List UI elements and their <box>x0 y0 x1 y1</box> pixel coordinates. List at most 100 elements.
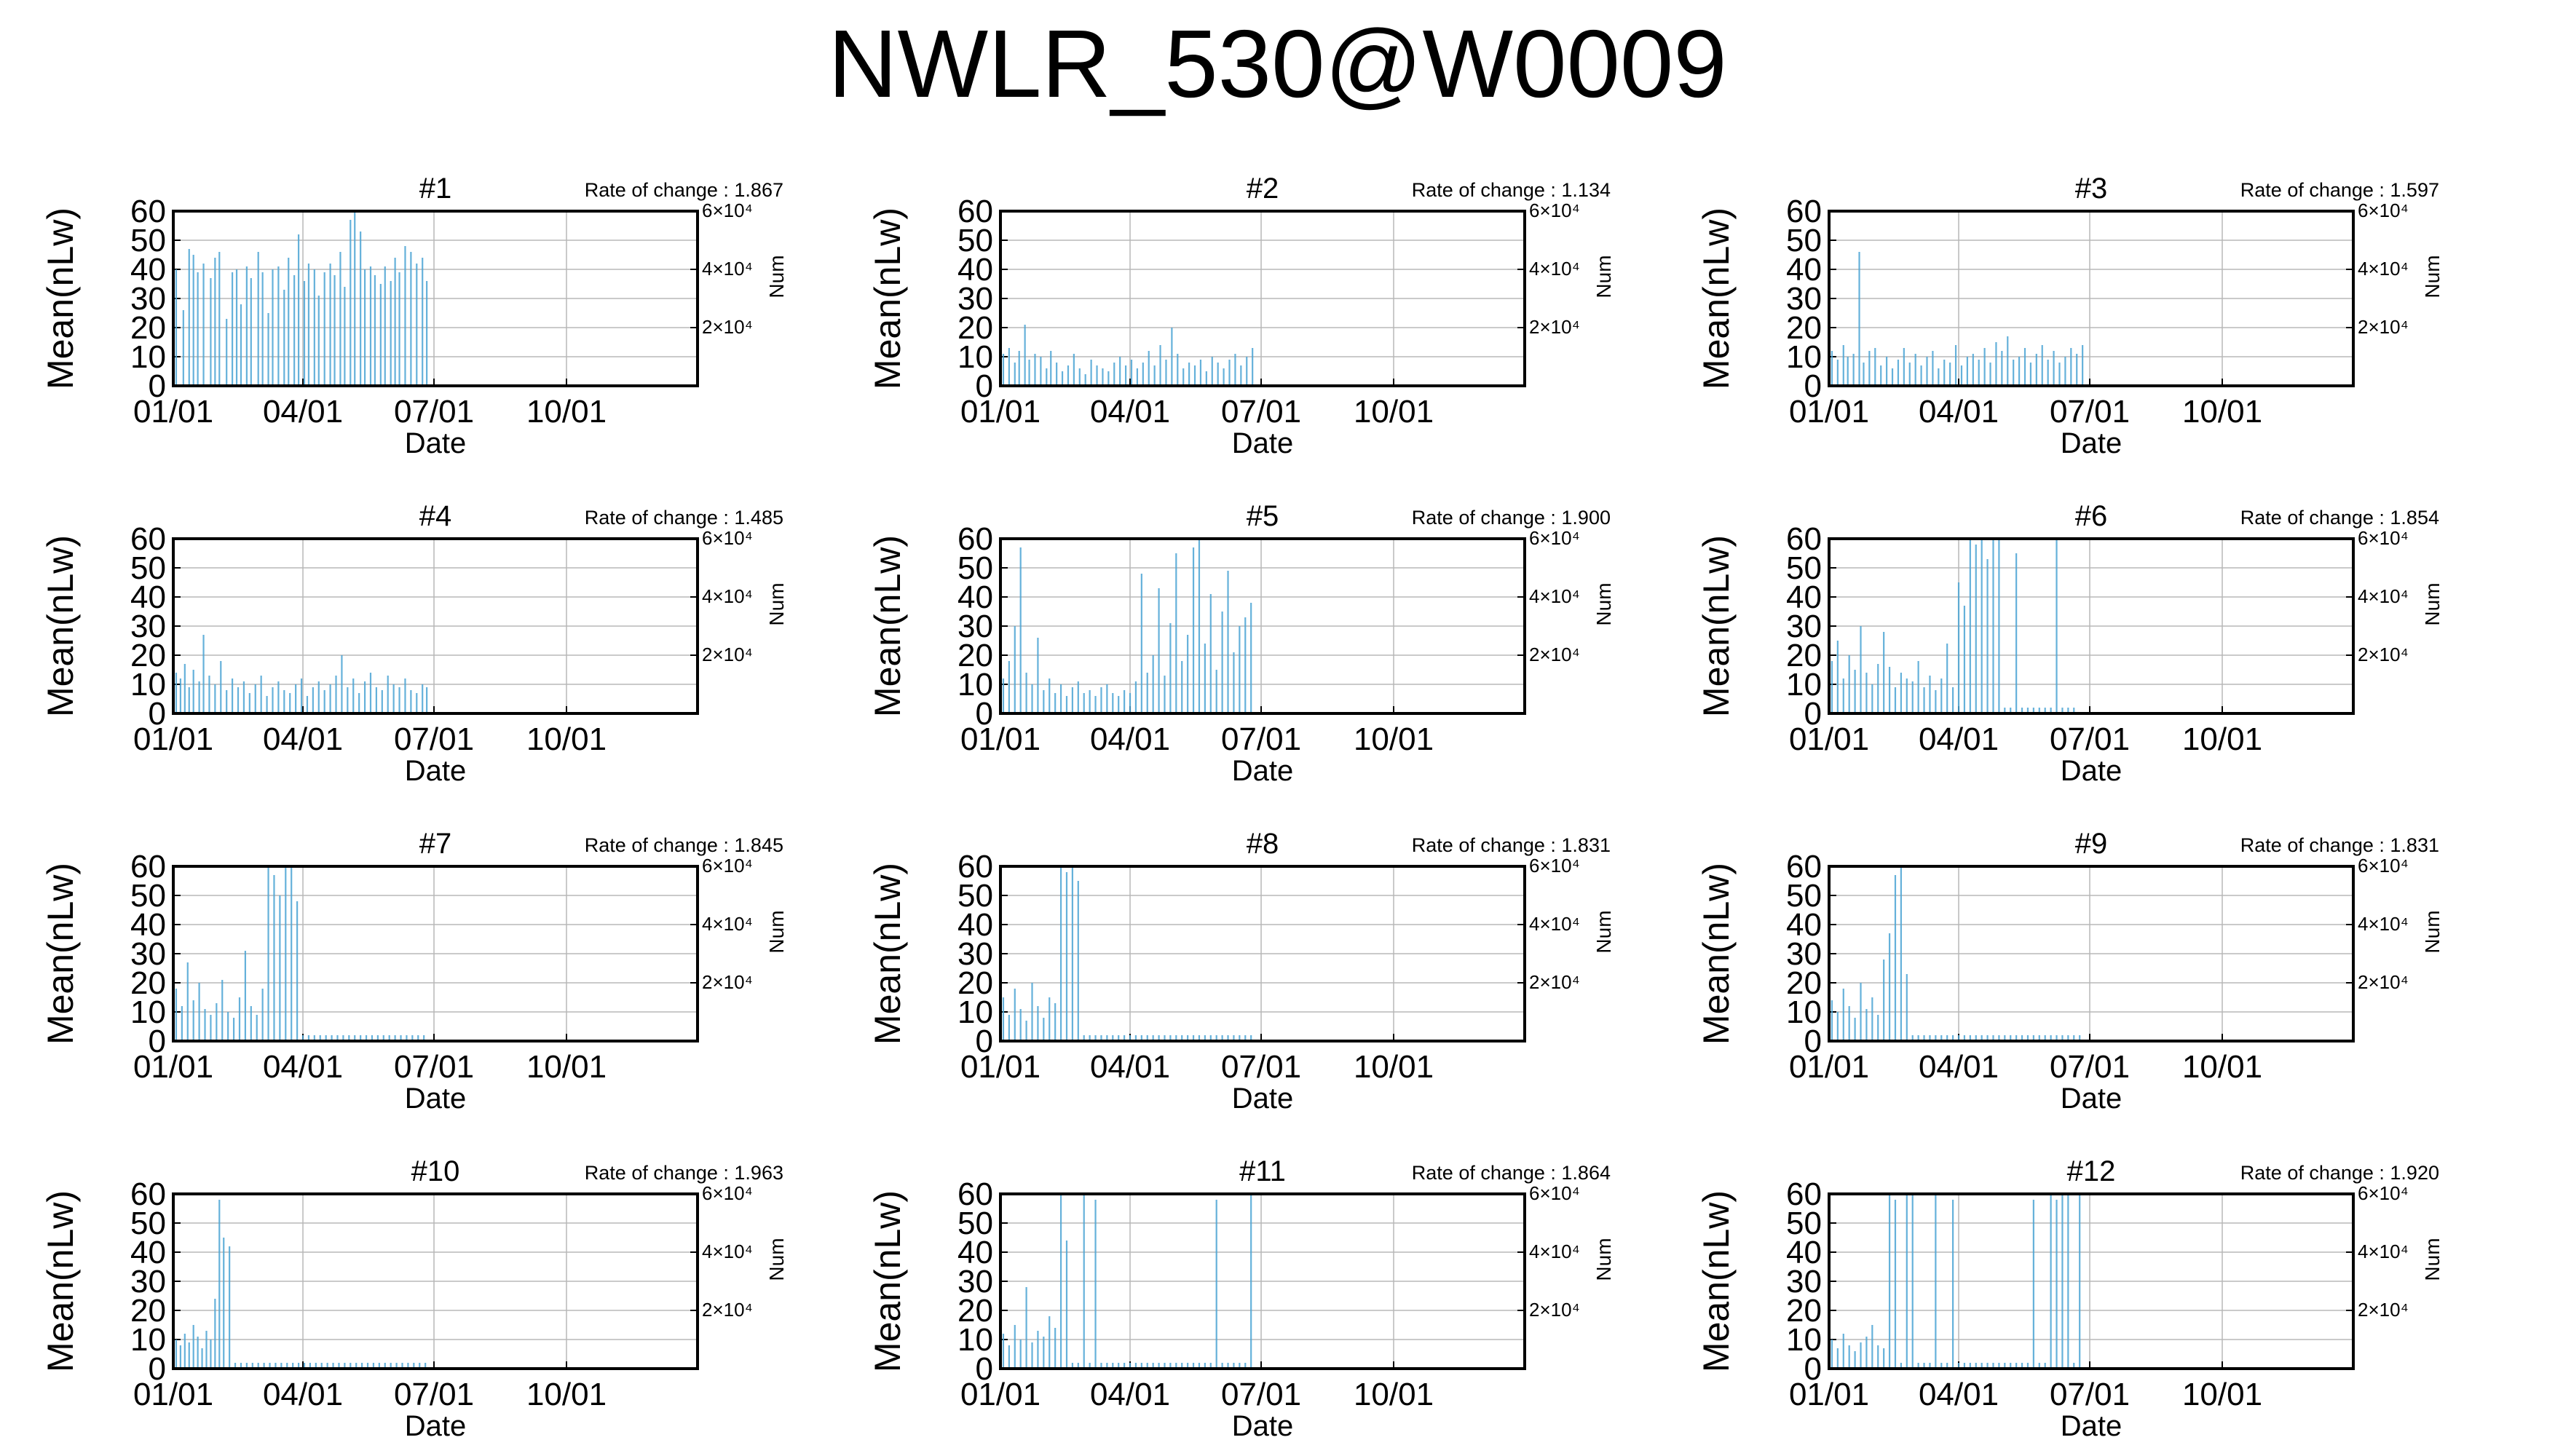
panel-title: #5 <box>1247 500 1279 532</box>
x-tick-label: 10/01 <box>1354 1377 1434 1412</box>
y-tick-label: 0 <box>976 1351 993 1387</box>
y2-tick-label: 2×10⁴ <box>1529 644 1580 665</box>
panel-title: #6 <box>2075 500 2108 532</box>
y-tick-label: 0 <box>1804 696 1822 732</box>
y2-axis-label: Num <box>1592 1238 1615 1281</box>
y-tick-label: 30 <box>957 1264 993 1299</box>
y-tick-label: 60 <box>1786 849 1822 885</box>
figure-title: NWLR_530@W0009 <box>828 10 1727 117</box>
y-tick-label: 0 <box>1804 1351 1822 1387</box>
y2-tick-label: 6×10⁴ <box>702 527 753 549</box>
y2-axis-label: Num <box>765 1238 788 1281</box>
y-tick-label: 50 <box>130 1206 166 1241</box>
panel-title: #9 <box>2075 828 2108 860</box>
x-axis-label: Date <box>1232 755 1294 787</box>
y2-tick-label: 4×10⁴ <box>2358 258 2409 280</box>
y2-tick-label: 6×10⁴ <box>702 1182 753 1204</box>
y-tick-label: 10 <box>1786 994 1822 1030</box>
x-tick-label: 01/01 <box>960 1049 1040 1085</box>
y-tick-label: 10 <box>130 339 166 375</box>
y-tick-label: 0 <box>149 1351 166 1387</box>
y-tick-label: 10 <box>130 1322 166 1358</box>
y2-tick-label: 4×10⁴ <box>702 1241 753 1262</box>
y2-tick-label: 6×10⁴ <box>1529 855 1580 877</box>
y-tick-label: 20 <box>957 638 993 673</box>
y2-tick-label: 2×10⁴ <box>2358 316 2409 338</box>
x-tick-label: 04/01 <box>263 1377 343 1412</box>
y2-tick-label: 2×10⁴ <box>1529 316 1580 338</box>
y-tick-label: 20 <box>130 638 166 673</box>
y-axis-label: Mean(nLw) <box>1696 863 1737 1045</box>
x-tick-label: 04/01 <box>1919 1377 1999 1412</box>
plot-frame <box>999 210 1526 387</box>
y-tick-label: 0 <box>149 696 166 732</box>
x-axis-label: Date <box>405 755 467 787</box>
x-tick-label: 07/01 <box>2050 721 2130 757</box>
x-tick-label: 04/01 <box>1919 1049 1999 1085</box>
y-tick-label: 50 <box>130 878 166 914</box>
x-axis-label: Date <box>405 427 467 459</box>
y-axis-label: Mean(nLw) <box>1696 1190 1737 1372</box>
y-tick-label: 10 <box>957 339 993 375</box>
x-tick-label: 07/01 <box>394 1049 474 1085</box>
x-tick-label: 07/01 <box>2050 1049 2130 1085</box>
y-tick-label: 0 <box>1804 1024 1822 1059</box>
y-axis-label: Mean(nLw) <box>867 535 908 717</box>
y-tick-label: 40 <box>1786 907 1822 943</box>
y2-tick-label: 4×10⁴ <box>2358 585 2409 607</box>
x-tick-label: 01/01 <box>133 1377 213 1412</box>
y-tick-label: 60 <box>957 849 993 885</box>
y-tick-label: 10 <box>1786 667 1822 703</box>
plot-frame <box>1828 1192 2355 1370</box>
y-tick-label: 60 <box>1786 521 1822 557</box>
y2-tick-label: 6×10⁴ <box>702 199 753 221</box>
y-tick-label: 40 <box>1786 252 1822 288</box>
y2-tick-label: 4×10⁴ <box>2358 913 2409 935</box>
y2-axis-label: Num <box>765 910 788 953</box>
y-tick-label: 30 <box>1786 281 1822 317</box>
plot-frame <box>1828 210 2355 387</box>
x-tick-label: 04/01 <box>263 721 343 757</box>
panel-title: #2 <box>1247 173 1279 205</box>
y2-tick-label: 2×10⁴ <box>2358 1299 2409 1321</box>
x-tick-label: 01/01 <box>133 394 213 430</box>
y-tick-label: 10 <box>130 667 166 703</box>
y2-tick-label: 2×10⁴ <box>702 971 753 993</box>
plot-frame <box>1828 537 2355 715</box>
y-tick-label: 10 <box>1786 339 1822 375</box>
x-tick-label: 07/01 <box>1221 1049 1301 1085</box>
x-axis-label: Date <box>1232 1083 1294 1115</box>
y-tick-label: 30 <box>957 609 993 644</box>
rate-of-change-label: Rate of change : 1.963 <box>585 1162 783 1184</box>
y-tick-label: 50 <box>957 223 993 258</box>
x-tick-label: 10/01 <box>526 394 607 430</box>
x-tick-label: 04/01 <box>1919 394 1999 430</box>
y2-tick-label: 2×10⁴ <box>702 644 753 665</box>
x-tick-label: 10/01 <box>1354 721 1434 757</box>
y-tick-label: 0 <box>1804 368 1822 404</box>
y-tick-label: 30 <box>130 936 166 972</box>
y-tick-label: 60 <box>957 1176 993 1212</box>
y-axis-label: Mean(nLw) <box>1696 207 1737 389</box>
y2-tick-label: 2×10⁴ <box>702 1299 753 1321</box>
y2-tick-label: 6×10⁴ <box>2358 527 2409 549</box>
x-axis-label: Date <box>1232 427 1294 459</box>
rate-of-change-label: Rate of change : 1.831 <box>2240 834 2439 856</box>
y-tick-label: 50 <box>1786 1206 1822 1241</box>
y-tick-label: 50 <box>130 223 166 258</box>
y2-tick-label: 4×10⁴ <box>2358 1241 2409 1262</box>
y-tick-label: 20 <box>130 1293 166 1329</box>
x-tick-label: 07/01 <box>394 394 474 430</box>
y2-tick-label: 6×10⁴ <box>2358 855 2409 877</box>
y-tick-label: 60 <box>130 1176 166 1212</box>
y2-tick-label: 2×10⁴ <box>1529 1299 1580 1321</box>
rate-of-change-label: Rate of change : 1.854 <box>2240 507 2439 529</box>
y-tick-label: 20 <box>130 310 166 346</box>
rate-of-change-label: Rate of change : 1.900 <box>1412 507 1611 529</box>
x-axis-label: Date <box>2061 1083 2122 1115</box>
